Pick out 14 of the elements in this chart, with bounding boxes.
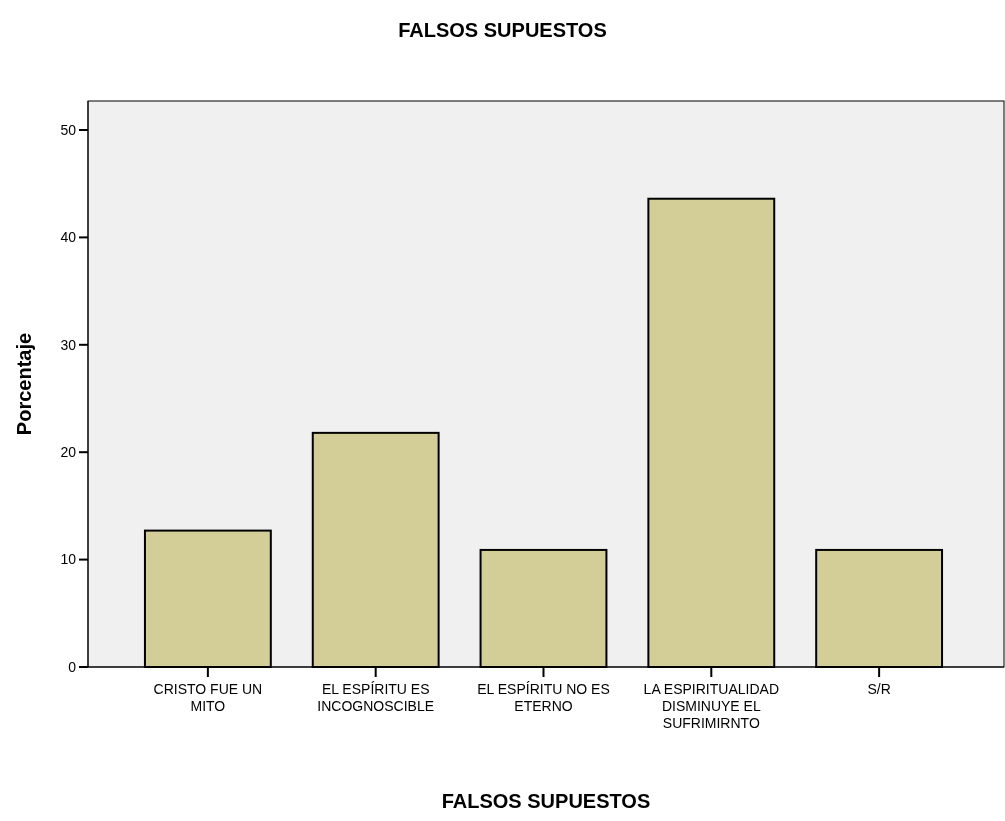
x-tick-label: EL ESPÍRITU NO ES ETERNO xyxy=(477,681,610,714)
x-axis-title: FALSOS SUPUESTOS xyxy=(441,790,651,812)
y-tick-label: 30 xyxy=(60,336,77,353)
x-tick-label: LA ESPIRITUALIDAD DISMINUYE EL SUFRIMIRNTO xyxy=(643,681,779,731)
x-tick-label: CRISTO FUE UN MITO xyxy=(153,681,263,714)
y-axis-title: Porcentaje xyxy=(13,332,35,436)
y-tick-label: 50 xyxy=(60,121,77,138)
y-tick-label: 40 xyxy=(60,229,77,246)
y-tick-label: 10 xyxy=(60,551,77,568)
x-tick-label: EL ESPÍRITU ES INCOGNOSCIBLE xyxy=(317,681,435,714)
y-tick-label: 0 xyxy=(68,658,77,675)
y-tick-label: 20 xyxy=(60,444,77,461)
x-tick-label: S/R xyxy=(867,681,891,697)
chart-title: FALSOS SUPUESTOS xyxy=(398,19,607,41)
